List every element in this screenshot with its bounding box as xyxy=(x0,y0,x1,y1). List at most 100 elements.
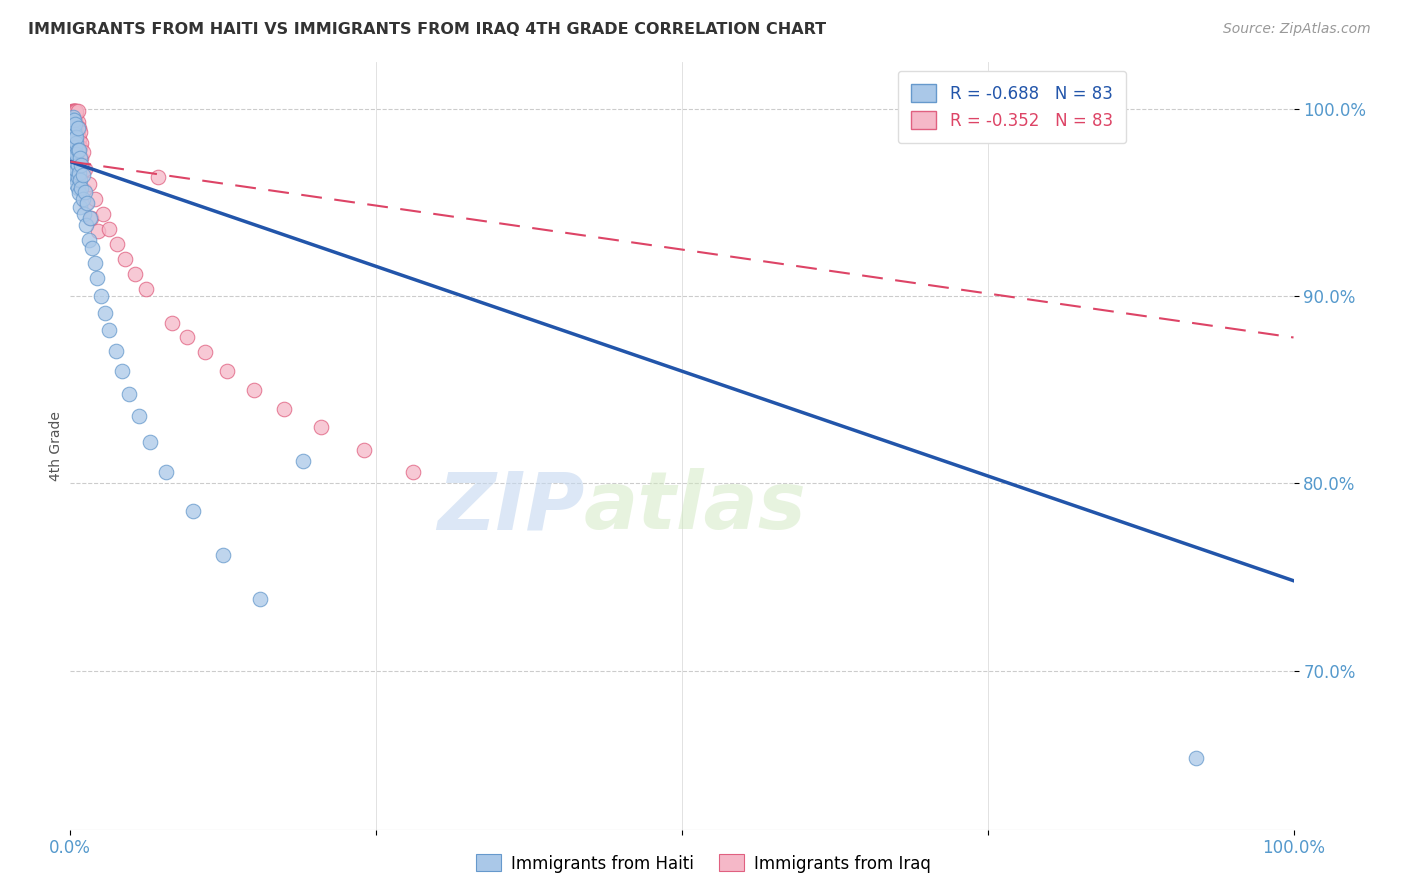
Point xyxy=(83,255,105,269)
Point xyxy=(70,158,93,172)
Point xyxy=(72,168,94,182)
Point xyxy=(75,195,97,210)
Point xyxy=(65,177,87,191)
Point xyxy=(63,108,86,122)
Point xyxy=(155,465,177,479)
Point xyxy=(63,171,86,186)
Point xyxy=(63,113,86,128)
Legend: R = -0.688   N = 83, R = -0.352   N = 83: R = -0.688 N = 83, R = -0.352 N = 83 xyxy=(898,70,1126,143)
Point xyxy=(66,154,89,169)
Point xyxy=(75,218,97,232)
Point xyxy=(63,132,86,146)
Text: IMMIGRANTS FROM HAITI VS IMMIGRANTS FROM IRAQ 4TH GRADE CORRELATION CHART: IMMIGRANTS FROM HAITI VS IMMIGRANTS FROM… xyxy=(28,22,827,37)
Point xyxy=(60,115,83,129)
Point xyxy=(62,115,84,129)
Point xyxy=(60,106,83,120)
Point xyxy=(118,386,141,401)
Point xyxy=(60,136,83,150)
Point xyxy=(62,125,84,139)
Point xyxy=(63,158,86,172)
Point xyxy=(66,169,89,184)
Point xyxy=(1184,751,1206,765)
Point xyxy=(60,104,83,119)
Point xyxy=(63,127,86,141)
Point xyxy=(60,130,83,145)
Point xyxy=(66,128,89,143)
Point xyxy=(63,136,86,150)
Point xyxy=(86,270,108,285)
Point xyxy=(69,125,91,139)
Point xyxy=(98,323,121,337)
Point xyxy=(87,224,110,238)
Point xyxy=(135,282,157,296)
Point xyxy=(215,364,238,378)
Point xyxy=(66,144,89,158)
Point xyxy=(194,345,217,359)
Point xyxy=(249,592,271,607)
Point xyxy=(69,200,91,214)
Point xyxy=(63,112,86,126)
Point xyxy=(79,211,101,225)
Point xyxy=(63,117,86,131)
Point xyxy=(67,158,90,172)
Point xyxy=(60,149,83,163)
Point xyxy=(60,113,83,128)
Point xyxy=(63,128,86,143)
Point xyxy=(60,149,83,163)
Point xyxy=(63,151,86,165)
Point xyxy=(63,154,86,169)
Point xyxy=(63,117,86,131)
Legend: Immigrants from Haiti, Immigrants from Iraq: Immigrants from Haiti, Immigrants from I… xyxy=(470,847,936,880)
Point xyxy=(63,144,86,158)
Point xyxy=(63,162,86,177)
Point xyxy=(62,141,84,155)
Point xyxy=(176,330,198,344)
Point xyxy=(62,164,84,178)
Point xyxy=(66,141,89,155)
Point xyxy=(65,147,87,161)
Point xyxy=(402,465,425,479)
Point xyxy=(80,211,103,225)
Point xyxy=(243,383,266,397)
Point xyxy=(66,120,89,135)
Point xyxy=(309,420,332,434)
Point xyxy=(353,442,375,457)
Point xyxy=(77,233,100,247)
Point xyxy=(60,120,83,135)
Point xyxy=(62,104,84,119)
Point xyxy=(60,108,83,122)
Point xyxy=(67,132,90,146)
Point xyxy=(63,136,86,150)
Point xyxy=(65,125,87,139)
Point xyxy=(63,110,86,124)
Point xyxy=(60,112,83,126)
Point xyxy=(181,504,204,518)
Point xyxy=(291,454,314,468)
Point xyxy=(62,132,84,146)
Point xyxy=(62,106,84,120)
Point xyxy=(62,158,84,172)
Point xyxy=(63,125,86,139)
Point xyxy=(60,120,83,135)
Point xyxy=(60,156,83,170)
Point xyxy=(139,435,162,450)
Point xyxy=(72,164,94,178)
Point xyxy=(62,119,84,133)
Point xyxy=(63,104,86,119)
Text: Source: ZipAtlas.com: Source: ZipAtlas.com xyxy=(1223,22,1371,37)
Point xyxy=(69,173,91,187)
Point xyxy=(77,177,100,191)
Point xyxy=(273,401,295,416)
Point xyxy=(62,144,84,158)
Point xyxy=(114,252,136,266)
Point xyxy=(148,169,170,184)
Point xyxy=(63,145,86,160)
Point xyxy=(82,241,104,255)
Point xyxy=(60,127,83,141)
Point xyxy=(72,192,94,206)
Point xyxy=(62,119,84,133)
Point xyxy=(65,149,87,163)
Point xyxy=(104,343,127,358)
Point xyxy=(98,222,121,236)
Point xyxy=(60,128,83,143)
